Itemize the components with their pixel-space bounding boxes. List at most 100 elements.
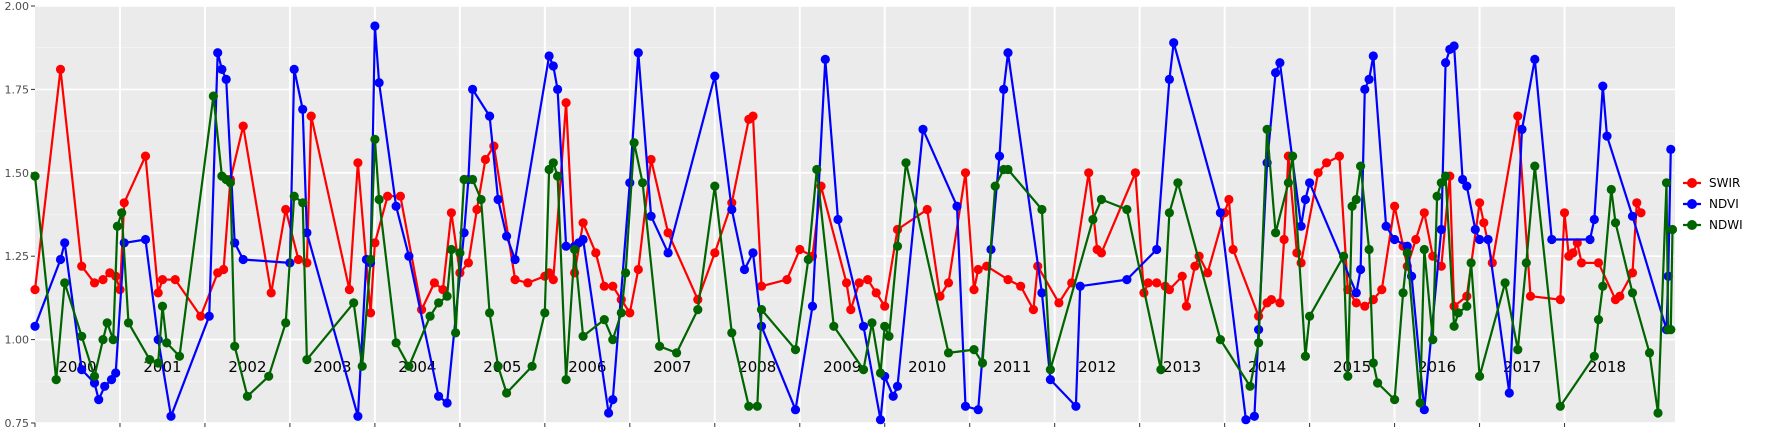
data-point-ndvi	[1241, 415, 1251, 425]
data-point-ndwi	[561, 375, 571, 385]
series-ndwi	[30, 91, 1678, 418]
data-point-swir	[370, 238, 380, 248]
data-point-ndwi	[756, 305, 767, 315]
data-point-swir	[710, 248, 720, 258]
data-point-ndvi	[807, 301, 818, 311]
data-point-ndvi	[1215, 208, 1225, 218]
data-point-ndvi	[1483, 234, 1493, 245]
data-point-ndwi	[264, 371, 274, 381]
data-point-ndwi	[77, 331, 87, 341]
data-point-ndvi	[710, 71, 720, 81]
data-point-ndvi	[1436, 224, 1446, 235]
data-point-ndwi	[1598, 281, 1608, 291]
data-point-ndwi	[1164, 208, 1174, 218]
data-point-ndwi	[638, 178, 648, 188]
data-point-swir	[1275, 298, 1285, 308]
data-point-swir	[30, 285, 40, 295]
y-tick-label: 1.50	[5, 167, 30, 180]
data-point-swir	[157, 275, 168, 285]
data-point-swir	[140, 151, 151, 161]
data-point-swir	[196, 311, 206, 321]
data-point-ndwi	[1254, 338, 1264, 348]
data-point-swir	[756, 281, 767, 291]
data-point-swir	[871, 288, 881, 298]
data-point-ndwi	[455, 248, 465, 258]
data-point-swir	[1190, 261, 1200, 271]
data-point-ndwi	[744, 401, 754, 411]
data-point-swir	[1152, 278, 1162, 288]
data-point-ndvi	[994, 151, 1005, 161]
data-point-ndvi	[30, 321, 40, 331]
data-point-ndvi	[468, 84, 478, 94]
data-point-ndwi	[230, 341, 240, 351]
data-point-ndwi	[485, 308, 495, 318]
data-point-swir	[523, 278, 533, 288]
data-point-swir	[1351, 298, 1361, 308]
data-point-swir	[1054, 298, 1064, 308]
data-point-ndwi	[434, 298, 444, 308]
data-point-ndvi	[55, 254, 66, 265]
data-point-swir	[77, 261, 87, 271]
data-point-ndwi	[1555, 401, 1565, 411]
data-point-swir	[395, 191, 405, 201]
data-point-ndvi	[1271, 68, 1281, 78]
data-point-ndvi	[217, 64, 227, 74]
data-point-ndvi	[1419, 405, 1429, 415]
data-point-ndvi	[1517, 124, 1527, 134]
data-point-ndwi	[553, 171, 563, 181]
grid-lines	[35, 5, 1675, 424]
data-point-ndwi	[391, 338, 401, 348]
data-point-ndwi	[349, 298, 359, 308]
data-point-swir	[591, 248, 601, 258]
data-point-ndwi	[990, 181, 1000, 191]
data-point-ndwi	[1347, 201, 1357, 211]
data-point-ndvi	[404, 251, 414, 261]
x-axis	[34, 423, 1566, 427]
data-point-ndvi	[1368, 51, 1378, 61]
data-point-swir	[561, 98, 571, 108]
data-point-ndwi	[1441, 171, 1451, 181]
year-label: 2006	[568, 358, 606, 376]
data-point-swir	[1419, 208, 1429, 218]
data-point-ndvi	[1360, 84, 1370, 94]
data-point-ndvi	[548, 61, 558, 71]
y-tick-label: 0.75	[5, 417, 30, 430]
data-point-ndvi	[111, 368, 121, 378]
data-point-swir	[438, 285, 448, 295]
data-point-ndvi	[1169, 38, 1179, 48]
data-point-swir	[608, 281, 618, 291]
y-axis: 0.75 1.00 1.25 1.50 1.75 2.00	[5, 0, 35, 430]
data-point-ndvi	[238, 254, 248, 265]
data-point-swir	[1615, 291, 1625, 301]
data-point-ndvi	[140, 234, 151, 245]
data-point-ndwi	[892, 241, 903, 251]
data-point-ndwi	[1088, 214, 1098, 225]
data-point-swir	[1632, 198, 1642, 208]
data-point-ndwi	[829, 321, 839, 331]
data-point-ndwi	[281, 318, 291, 328]
series-group	[30, 21, 1678, 425]
data-point-ndwi	[969, 345, 979, 355]
data-point-ndvi	[493, 194, 503, 205]
data-point-swir	[625, 308, 635, 318]
data-point-ndwi	[1610, 218, 1621, 228]
data-point-ndwi	[298, 198, 308, 208]
data-point-ndvi	[89, 378, 100, 388]
data-point-ndvi	[442, 398, 452, 408]
data-point-swir	[1177, 271, 1187, 281]
data-point-swir	[1203, 268, 1213, 278]
data-point-ndwi	[1453, 308, 1463, 318]
data-point-ndwi	[1513, 345, 1523, 355]
data-point-ndvi	[633, 48, 643, 58]
data-point-ndvi	[625, 178, 635, 188]
data-point-swir	[663, 228, 673, 238]
data-point-ndvi	[434, 391, 444, 401]
data-point-swir	[960, 168, 971, 178]
data-point-ndwi	[1037, 204, 1047, 215]
data-point-ndwi	[102, 318, 112, 328]
data-point-swir	[1266, 295, 1276, 305]
data-point-swir	[1479, 218, 1489, 228]
data-point-ndwi	[459, 174, 469, 185]
data-point-ndwi	[629, 138, 639, 148]
